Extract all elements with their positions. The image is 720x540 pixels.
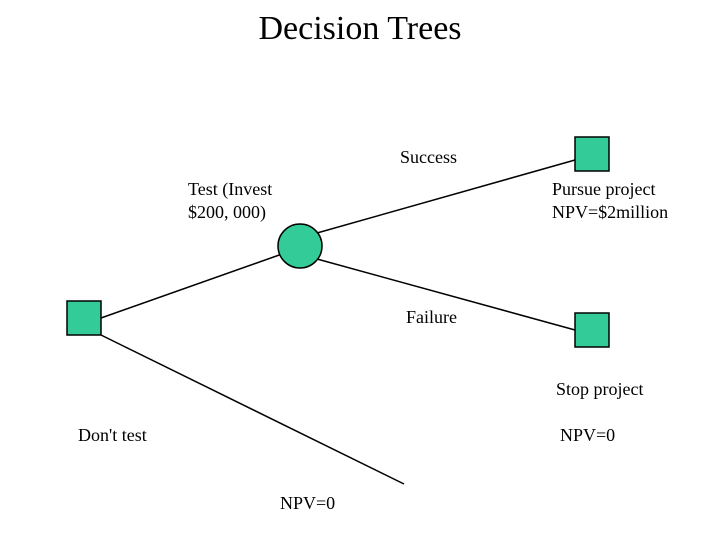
label-failure: Failure [406, 306, 457, 329]
label-success: Success [400, 146, 457, 169]
label-test-invest: Test (Invest $200, 000) [188, 178, 272, 223]
label-stop: Stop project [556, 378, 644, 401]
node-success-square [575, 137, 609, 171]
edge-root-donttest [101, 335, 404, 484]
node-failure-square [575, 313, 609, 347]
diagram-stage: Decision Trees Success Test (Invest $200… [0, 0, 720, 540]
node-root-square [67, 301, 101, 335]
edge-root-chance [101, 254, 282, 318]
label-npv0-right: NPV=0 [560, 424, 615, 447]
label-dont-test: Don't test [78, 424, 147, 447]
tree-svg [0, 0, 720, 540]
label-pursue: Pursue project NPV=$2million [552, 178, 668, 223]
edge-chance-success [317, 160, 575, 233]
node-chance-circle [278, 224, 322, 268]
label-npv0-bottom: NPV=0 [280, 492, 335, 515]
